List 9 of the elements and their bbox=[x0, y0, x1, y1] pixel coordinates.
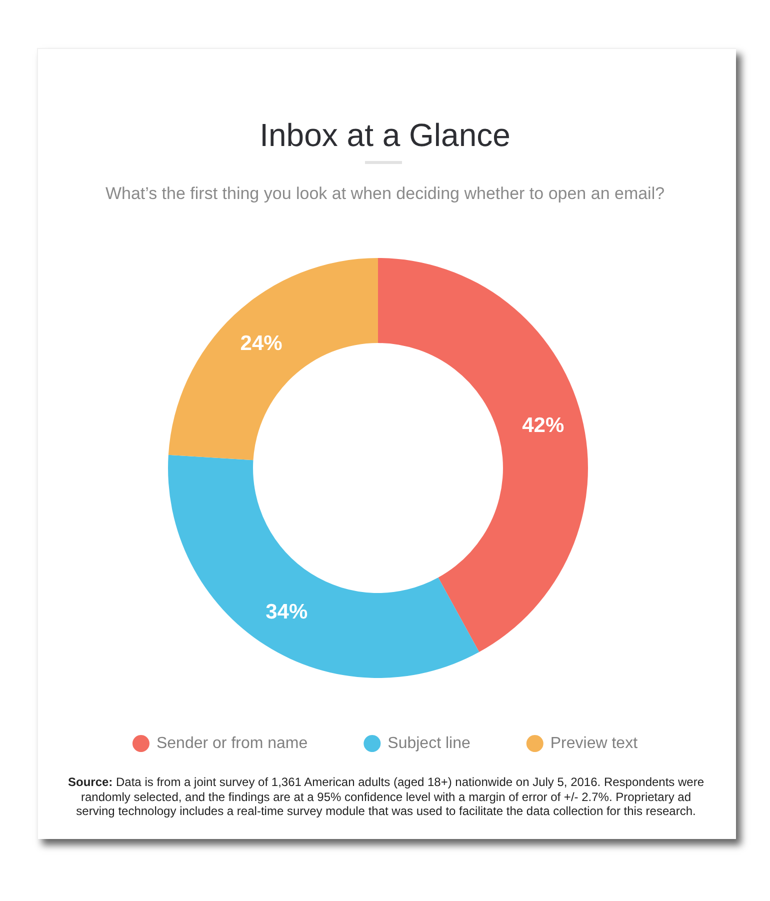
legend-label: Sender or from name bbox=[156, 735, 308, 752]
legend-label: Subject line bbox=[388, 735, 470, 752]
legend-label: Preview text bbox=[550, 735, 638, 752]
data-label: 24% bbox=[240, 332, 283, 356]
data-label: 42% bbox=[522, 414, 564, 438]
source-note: Source: Data is from a joint survey of 1,361 American adults (aged 18+) nationwide on July 5, 2016. Respondents were randomly selected, and the findings are at a 95% confidence level with a margin of error of +/- 2.7%. Proprietary ad serving technology includes a real-time survey module that was used to facilitate the data collection for this research. bbox=[66, 775, 706, 818]
chart-subtitle: What’s the first thing you look at when deciding whether to open an email? bbox=[105, 184, 665, 203]
chart-title: Inbox at a Glance bbox=[260, 117, 510, 153]
data-label: 34% bbox=[266, 600, 308, 624]
